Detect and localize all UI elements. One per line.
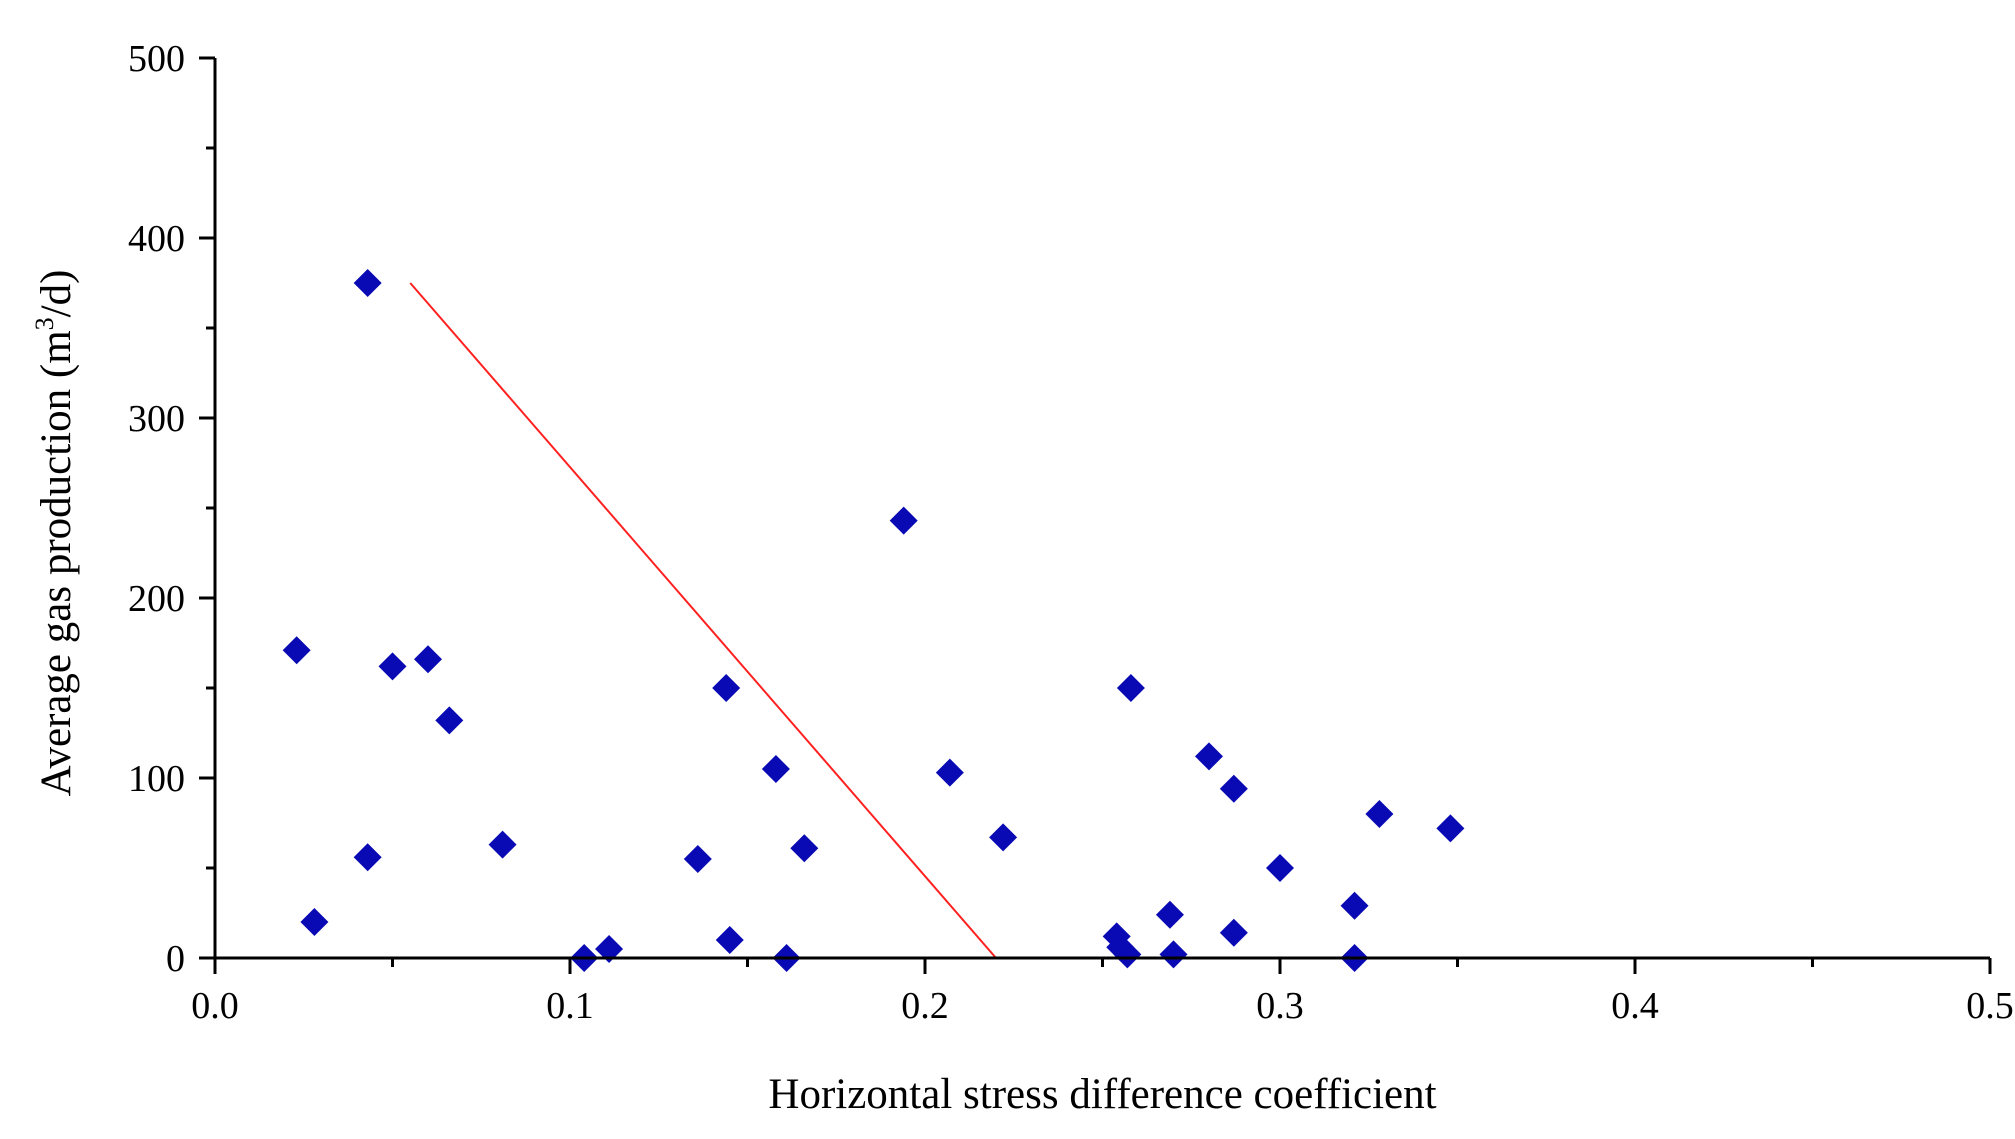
x-tick-label: 0.1 <box>546 985 594 1027</box>
data-point <box>1116 674 1145 702</box>
y-tick-label: 300 <box>128 398 185 440</box>
x-tick-label: 0.3 <box>1256 985 1304 1027</box>
data-point <box>435 706 464 735</box>
y-axis-label: Average gas production (m3/d) <box>30 270 80 797</box>
x-axis-label: Horizontal stress difference coefficient <box>768 1071 1436 1118</box>
data-point <box>414 645 442 674</box>
data-point <box>300 908 329 936</box>
y-axis-label-unit: /d) <box>33 270 80 318</box>
data-point <box>1159 940 1188 969</box>
data-point <box>1219 774 1248 803</box>
data-point <box>1436 814 1465 843</box>
data-point <box>1195 742 1223 771</box>
data-point <box>1113 940 1142 969</box>
data-point <box>790 834 819 863</box>
data-point <box>1219 918 1248 947</box>
plot-area: 0.0 0.1 0.2 0.3 0.4 0.5 0 100 200 300 400 500 <box>128 38 2014 1027</box>
data-point <box>889 506 918 535</box>
data-point <box>989 823 1018 852</box>
y-tick-label: 400 <box>128 218 185 260</box>
data-point <box>488 830 517 859</box>
x-tick-label: 0.4 <box>1611 985 1659 1027</box>
data-points-layer <box>282 269 1465 972</box>
trend-line-layer <box>409 282 997 959</box>
data-point <box>935 758 964 787</box>
x-tick-label: 0.2 <box>901 985 949 1027</box>
y-tick-label: 0 <box>166 938 185 980</box>
y-axis-label-superscript: 3 <box>30 317 59 330</box>
data-point <box>683 845 712 873</box>
y-tick-label: 100 <box>128 758 185 800</box>
data-point <box>1155 900 1184 929</box>
x-axis-ticks: 0.0 0.1 0.2 0.3 0.4 0.5 <box>191 958 2014 1027</box>
x-tick-label: 0.0 <box>191 985 239 1027</box>
x-tick-label: 0.5 <box>1966 985 2014 1027</box>
y-axis-label-main: Average gas production (m <box>33 330 80 796</box>
data-point <box>1340 891 1369 920</box>
data-point <box>353 269 382 297</box>
y-tick-label: 200 <box>128 578 185 620</box>
data-point <box>1266 854 1294 882</box>
y-tick-label: 500 <box>128 38 185 80</box>
data-point <box>715 926 744 954</box>
data-point <box>378 652 407 681</box>
data-point <box>712 674 741 702</box>
data-point <box>761 755 790 783</box>
data-point <box>353 843 382 872</box>
trend-line <box>409 282 997 959</box>
data-point <box>595 935 624 963</box>
data-point <box>282 636 311 665</box>
data-point <box>1365 800 1394 828</box>
y-axis-ticks: 0 100 200 300 400 500 <box>128 38 215 980</box>
